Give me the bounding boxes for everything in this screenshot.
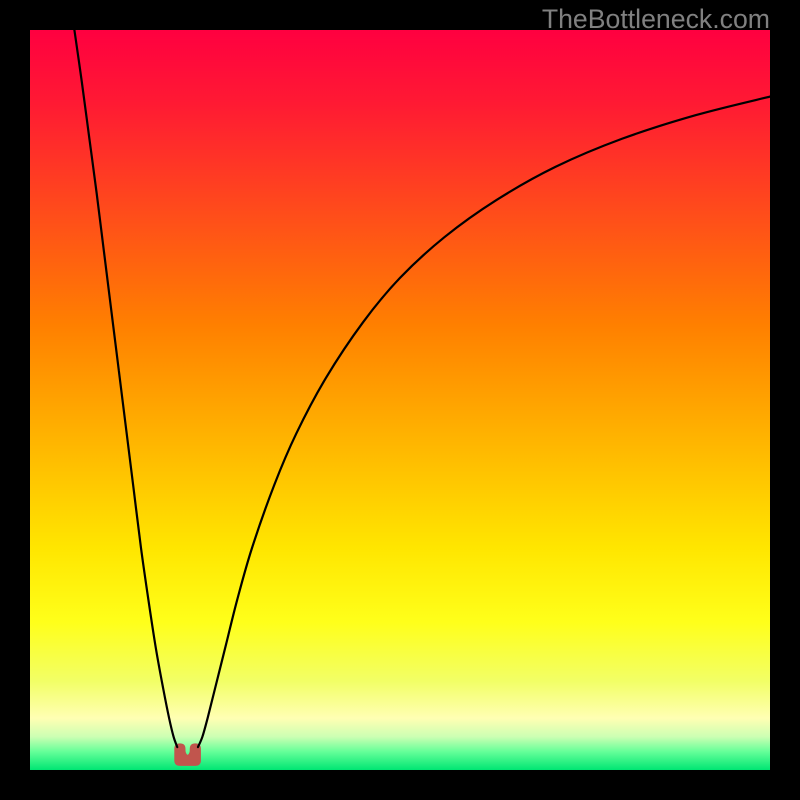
plot-area [30,30,770,770]
gradient-background [30,30,770,770]
stage: TheBottleneck.com [0,0,800,800]
watermark-text: TheBottleneck.com [542,4,770,35]
plot-svg [30,30,770,770]
